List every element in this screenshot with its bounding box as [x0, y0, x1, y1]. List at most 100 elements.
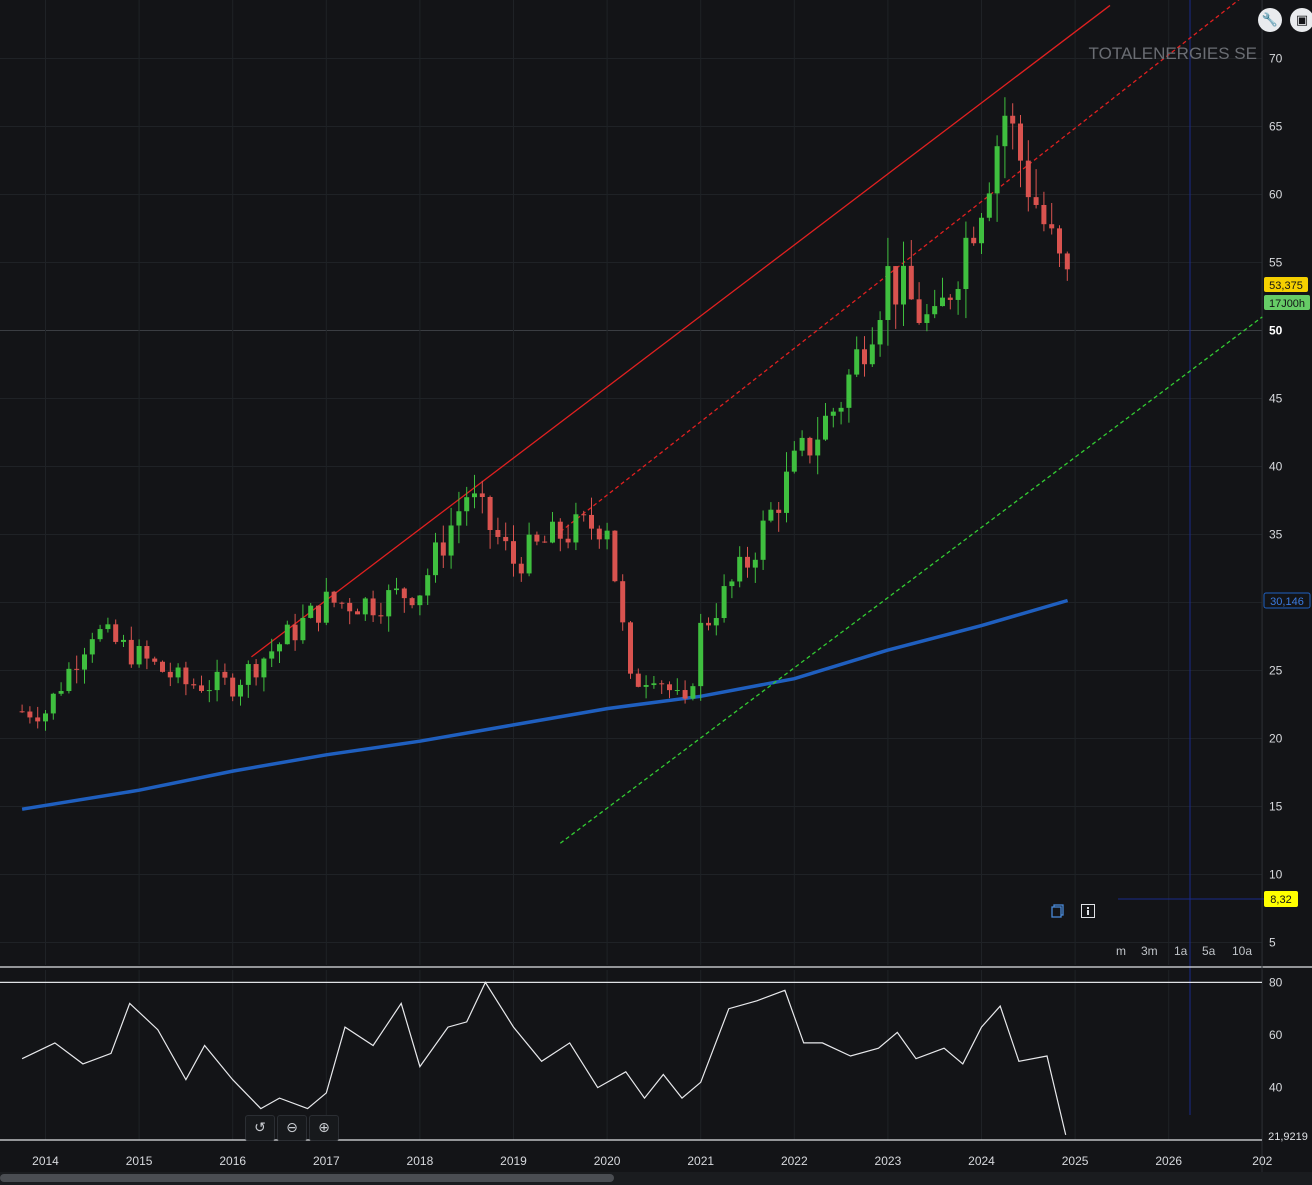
price-tick: 15 — [1269, 800, 1283, 814]
candle-body — [1064, 253, 1070, 270]
candle-body — [339, 602, 345, 604]
zoom-in-icon[interactable]: ⊕ — [309, 1115, 339, 1141]
candle-body — [503, 536, 509, 542]
candles-layer — [19, 97, 1070, 731]
candle-body — [823, 415, 828, 440]
candle-body — [706, 622, 711, 626]
candle-body — [409, 598, 415, 606]
marker-value-label: 8,32 — [1118, 891, 1298, 907]
candle-body — [378, 615, 384, 617]
candle-body — [713, 618, 719, 626]
price-tick: 35 — [1269, 528, 1283, 542]
candle-body — [191, 684, 197, 686]
candle-body — [1010, 115, 1016, 124]
candle-body — [261, 658, 267, 678]
candle-body — [370, 598, 376, 616]
candle-body — [355, 611, 360, 615]
candle-body — [128, 639, 134, 665]
last-price-label: 53,375 — [1264, 277, 1308, 292]
candle-body — [862, 349, 867, 365]
time-axis: 2014 2015 2016 2017 2018 2019 2020 2021 2022 2023… — [32, 1154, 1272, 1168]
candle-body — [947, 297, 953, 300]
candle-body — [846, 374, 852, 408]
candle-body — [487, 496, 493, 531]
candle-body — [885, 266, 891, 321]
candle-body — [238, 684, 243, 697]
period-1a[interactable]: 1a — [1174, 944, 1188, 958]
candle-body — [66, 668, 72, 692]
candle-body — [940, 297, 945, 307]
candle-body — [589, 514, 594, 529]
candle-body — [791, 450, 797, 472]
candle-body — [1018, 123, 1023, 161]
candle-body — [284, 624, 290, 645]
candle-body — [331, 591, 337, 603]
candle-body — [776, 509, 782, 513]
candle-body — [659, 683, 665, 685]
window-icon[interactable]: ▣ — [1290, 8, 1312, 32]
candle-body — [144, 646, 150, 659]
period-m[interactable]: m — [1116, 944, 1126, 958]
candle-body — [729, 581, 735, 587]
candle-body — [448, 525, 454, 556]
last-time-label: 17J00h — [1264, 295, 1310, 310]
candle-body — [82, 654, 87, 670]
candle-body — [690, 686, 696, 699]
candle-body — [518, 563, 524, 574]
last-time-value: 17J00h — [1269, 298, 1305, 310]
rsi-panel: 80 60 40 — [0, 975, 1283, 1141]
price-tick: 5 — [1269, 936, 1276, 950]
candle-body — [1057, 228, 1062, 254]
candle-body — [893, 266, 899, 305]
candle-body — [277, 644, 282, 652]
period-5a[interactable]: 5a — [1202, 944, 1216, 958]
candle-body — [557, 521, 563, 539]
price-tick: 20 — [1269, 732, 1283, 746]
candle-body — [323, 591, 329, 623]
time-tick: 2026 — [1155, 1154, 1182, 1168]
candle-body — [347, 602, 353, 612]
candle-body — [58, 691, 64, 694]
candle-body — [573, 514, 579, 543]
candle-body — [440, 542, 446, 556]
rsi-tick: 40 — [1269, 1081, 1283, 1095]
price-tick: 50 — [1269, 324, 1283, 338]
candle-body — [479, 493, 485, 497]
candle-body — [206, 690, 212, 692]
trendline-3 — [559, 316, 1263, 844]
time-tick: 2025 — [1062, 1154, 1089, 1168]
horizontal-scrollbar[interactable] — [0, 1174, 614, 1182]
zoom-out-icon[interactable]: ⊖ — [277, 1115, 307, 1141]
candle-body — [830, 411, 836, 416]
candle-body — [292, 624, 298, 641]
period-10a[interactable]: 10a — [1232, 944, 1253, 958]
candle-body — [815, 439, 821, 456]
rsi-tick: 60 — [1269, 1028, 1283, 1042]
candle-body — [1033, 197, 1039, 205]
candle-body — [745, 556, 750, 568]
candle-body — [308, 605, 314, 618]
candle-body — [1002, 115, 1008, 147]
time-tick: 2023 — [875, 1154, 902, 1168]
candle-body — [230, 677, 236, 697]
candle-body — [433, 542, 438, 576]
candle-body — [534, 534, 540, 542]
info-icon[interactable] — [1081, 904, 1095, 918]
trendline-layer[interactable] — [251, 0, 1263, 844]
candle-body — [199, 685, 204, 691]
candle-body — [160, 661, 165, 672]
candle-body — [651, 683, 657, 686]
period-3m[interactable]: 3m — [1141, 944, 1158, 958]
reset-zoom-icon[interactable]: ↺ — [245, 1115, 275, 1141]
ma-value: 30,146 — [1270, 596, 1304, 608]
candle-body — [721, 586, 727, 619]
copy-icon[interactable] — [1051, 904, 1065, 918]
candle-body — [245, 664, 251, 685]
candle-body — [752, 559, 758, 568]
rsi-tick: 80 — [1269, 975, 1283, 989]
wrench-icon[interactable]: 🔧 — [1258, 8, 1282, 32]
candle-body — [152, 658, 158, 662]
candle-body — [635, 673, 641, 687]
